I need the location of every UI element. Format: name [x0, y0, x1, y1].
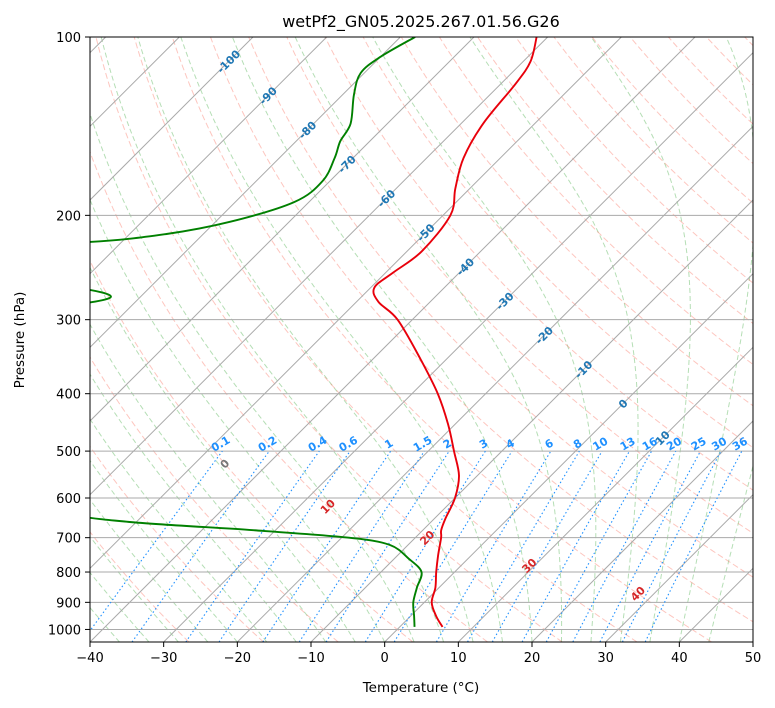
dry-adiabat-line	[286, 37, 753, 534]
x-tick-label: −40	[76, 651, 103, 666]
isotherm-line	[310, 199, 753, 642]
y-tick-label: 400	[56, 388, 81, 403]
isotherm-line	[90, 37, 549, 496]
moist-adiabat-line	[180, 37, 503, 642]
x-tick-label: −10	[297, 651, 324, 666]
moist-adiabat-line	[294, 37, 563, 642]
moist-adiabat-line	[90, 266, 356, 642]
isotherm-line	[531, 420, 753, 642]
y-tick-label: 700	[56, 532, 81, 547]
dry-adiabat-line	[90, 150, 488, 642]
mixing-ratio-line	[521, 450, 630, 642]
isotherm-line	[605, 493, 753, 642]
moist-adiabat-line	[90, 323, 327, 642]
moist-adiabats	[90, 37, 753, 642]
x-tick-label: 0	[381, 651, 389, 666]
mixing-ratio-line	[467, 450, 580, 642]
mixing-ratio-line	[491, 450, 603, 642]
plot-frame	[89, 36, 754, 643]
x-axis-ticks: −40 −30 −20 −10 0 10 20 30 40 50	[76, 642, 761, 666]
x-tick-label: −30	[150, 651, 177, 666]
isotherm-line	[90, 37, 254, 201]
mixing-ratio-line	[185, 450, 320, 642]
dewpoint-profile-line	[90, 37, 416, 243]
y-tick-label: 500	[56, 445, 81, 460]
dewpoint-profile-line	[90, 516, 423, 627]
isotherms	[90, 37, 753, 642]
y-tick-label: 1000	[48, 623, 81, 638]
mixing-ratio-line	[218, 450, 351, 642]
x-axis-label: Temperature (°C)	[362, 680, 480, 696]
y-tick-label: 600	[56, 492, 81, 507]
dry-adiabat-line	[90, 259, 414, 642]
y-axis-ticks: 100 200 300 400 500 600 700 800 900 1000	[48, 31, 90, 638]
y-tick-label: 100	[56, 31, 81, 46]
isotherm-line	[90, 37, 475, 422]
y-tick-label: 800	[56, 566, 81, 581]
mixing-ratio-line	[325, 450, 450, 642]
moist-adiabat-line	[90, 418, 268, 642]
x-tick-label: 40	[671, 651, 688, 666]
dry-adiabat-line	[90, 356, 339, 642]
mixing-ratio-line	[545, 450, 653, 642]
y-tick-label: 200	[56, 209, 81, 224]
dry-adiabat-line	[90, 531, 190, 642]
isotherm-line	[236, 125, 753, 642]
sounding-profiles	[90, 37, 538, 628]
dry-adiabat-line	[248, 37, 753, 578]
y-axis-label: Pressure (hPa)	[12, 292, 28, 389]
pressure-gridlines	[90, 37, 753, 630]
moist-adiabat-line	[469, 37, 639, 642]
dry-adiabat-line	[553, 37, 753, 244]
isotherm-line	[90, 37, 622, 570]
dry-adiabat-line	[400, 37, 753, 407]
moist-adiabat-line	[372, 37, 597, 642]
isotherm-line	[90, 37, 696, 642]
moist-adiabat-line	[231, 37, 533, 642]
y-tick-label: 300	[56, 314, 81, 329]
isotherm-line	[384, 272, 753, 642]
moist-adiabat-line	[90, 459, 238, 642]
moist-adiabat-line	[590, 37, 691, 642]
dry-adiabat-line	[133, 37, 638, 642]
dry-adiabats	[90, 37, 753, 642]
chart-title: wetPf2_GN05.2025.267.01.56.G26	[282, 12, 560, 32]
mixing-ratio-line	[90, 450, 223, 632]
moist-adiabat-line	[100, 37, 445, 642]
moist-adiabat-line	[708, 464, 753, 642]
x-tick-label: 50	[745, 651, 762, 666]
dry-adiabat-line	[95, 37, 563, 642]
dry-adiabat-line	[591, 37, 753, 204]
mixing-ratio-line	[572, 450, 677, 642]
x-tick-label: 10	[450, 651, 467, 666]
isotherm-line	[90, 37, 401, 349]
moist-adiabat-line	[90, 198, 386, 642]
isotherm-line	[90, 37, 328, 275]
dry-adiabat-line	[477, 37, 753, 325]
isotherm-line	[163, 51, 753, 642]
x-tick-label: 30	[597, 651, 614, 666]
dry-adiabat-line	[629, 37, 753, 165]
dry-adiabat-line	[210, 37, 753, 623]
mixing-ratio-line	[364, 450, 486, 642]
y-tick-label: 900	[56, 596, 81, 611]
mixing-ratio-line	[435, 450, 552, 642]
dry-adiabat-line	[515, 37, 753, 284]
dry-adiabat-line	[438, 37, 753, 366]
moist-adiabat-line	[90, 373, 297, 642]
dry-adiabat-line	[324, 37, 753, 491]
moist-adiabat-line	[137, 37, 474, 642]
temperature-profile-line	[372, 37, 538, 628]
dewpoint-profile-line	[90, 288, 112, 304]
mixing-ratio-line	[131, 450, 270, 642]
x-tick-label: −20	[224, 651, 251, 666]
x-tick-label: 20	[524, 651, 541, 666]
isotherm-line	[457, 346, 753, 642]
moist-adiabat-line	[678, 37, 753, 642]
